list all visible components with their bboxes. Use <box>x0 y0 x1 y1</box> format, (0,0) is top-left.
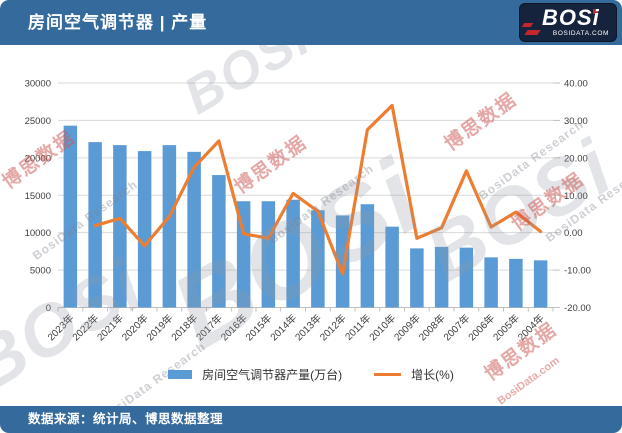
x-axis-label: 2023年 <box>44 311 76 343</box>
x-axis-label: 2018年 <box>168 311 200 343</box>
bar-2019年 <box>162 145 177 308</box>
bar-2017年 <box>212 175 226 308</box>
data-source: 数据来源：统计局、博思数据整理 <box>28 412 224 426</box>
x-axis-label: 2014年 <box>267 311 299 343</box>
bar-2012年 <box>335 215 350 308</box>
bar-2014年 <box>286 199 300 308</box>
bar-2004年 <box>533 260 548 308</box>
x-axis-label: 2007年 <box>440 311 472 343</box>
left-axis-tick-label: 10000 <box>25 228 51 239</box>
bosi-logo: BOSi BOSIDATA.COM <box>520 4 616 41</box>
bar-2011年 <box>360 204 375 308</box>
chart-area: BOSi BOSi BOSi BOSi 博思数据 博思数据 博思数据 博思数据 … <box>0 45 622 406</box>
production-growth-chart: 0 5000 10000 15000 20000 25000 30000 -20.00 -10.… <box>25 79 591 344</box>
left-axis-tick-label: 20000 <box>25 153 51 164</box>
right-axis-tick-label: 0.00 <box>564 228 583 239</box>
x-axis-label: 2016年 <box>218 311 250 343</box>
logo-subtext: BOSIDATA.COM <box>552 30 609 37</box>
right-axis-tick-label: 10.00 <box>564 191 588 202</box>
x-axis-label: 2022年 <box>69 311 101 343</box>
x-axis-label: 2008年 <box>416 311 448 343</box>
header: 房间空气调节器 | 产量 BOSi BOSIDATA.COM <box>0 0 622 45</box>
bar-2005年 <box>509 258 523 308</box>
footer: 数据来源：统计局、博思数据整理 <box>0 406 622 433</box>
logo-text: BOSi <box>542 5 600 30</box>
bar-2006年 <box>484 257 498 308</box>
x-axis-label: 2011年 <box>342 311 373 342</box>
left-axis-tick-label: 25000 <box>25 116 51 127</box>
bar-2010年 <box>385 226 399 308</box>
x-axis-label: 2020年 <box>119 311 151 343</box>
legend: 房间空气调节器产量(万台) 增长(%) <box>0 366 622 383</box>
legend-line-label: 增长(%) <box>411 368 454 382</box>
bar-2016年 <box>236 201 251 308</box>
left-axis-tick-label: 0 <box>46 303 51 314</box>
logo-stripe-icon <box>521 23 534 27</box>
bar-2009年 <box>410 248 424 308</box>
bar-2008年 <box>434 246 449 308</box>
x-axis-label: 2010年 <box>366 311 398 343</box>
x-axis-label: 2012年 <box>317 311 349 343</box>
bar-2007年 <box>459 247 474 308</box>
legend-line-swatch-icon <box>374 372 402 377</box>
x-axis-label: 2006年 <box>465 311 497 343</box>
right-axis-tick-label: 30.00 <box>564 116 588 127</box>
right-axis-tick-label: -10.00 <box>564 266 591 277</box>
left-axis-tick-label: 15000 <box>25 191 51 202</box>
bar-2021年 <box>113 145 127 308</box>
bar-2013年 <box>311 210 325 308</box>
x-axis-label: 2004年 <box>515 311 547 343</box>
growth-line <box>93 103 543 276</box>
right-axis-tick-label: 40.00 <box>564 79 588 90</box>
bar-2023年 <box>63 125 78 308</box>
bar-2015年 <box>261 201 276 308</box>
right-axis-tick-label: -20.00 <box>564 303 591 314</box>
x-axis-label: 2021年 <box>94 311 126 343</box>
x-axis-label: 2005年 <box>490 311 522 343</box>
x-axis-label: 2013年 <box>292 311 324 343</box>
x-axis-label: 2017年 <box>193 311 225 343</box>
page-title: 房间空气调节器 | 产量 <box>28 13 208 32</box>
logo-dot-icon <box>593 9 598 14</box>
legend-bar-label: 房间空气调节器产量(万台) <box>202 368 343 382</box>
right-axis-tick-label: 20.00 <box>564 153 588 164</box>
legend-bar-swatch-icon <box>168 370 193 379</box>
x-axis-label: 2015年 <box>242 311 274 343</box>
left-axis-tick-label: 5000 <box>30 266 51 277</box>
x-axis-label: 2009年 <box>391 311 423 343</box>
bar-2018年 <box>187 151 201 308</box>
logo-stripe-icon <box>524 30 541 35</box>
x-axis-label: 2019年 <box>143 311 175 343</box>
left-axis-tick-label: 30000 <box>25 79 51 90</box>
bar-2020年 <box>137 151 152 308</box>
